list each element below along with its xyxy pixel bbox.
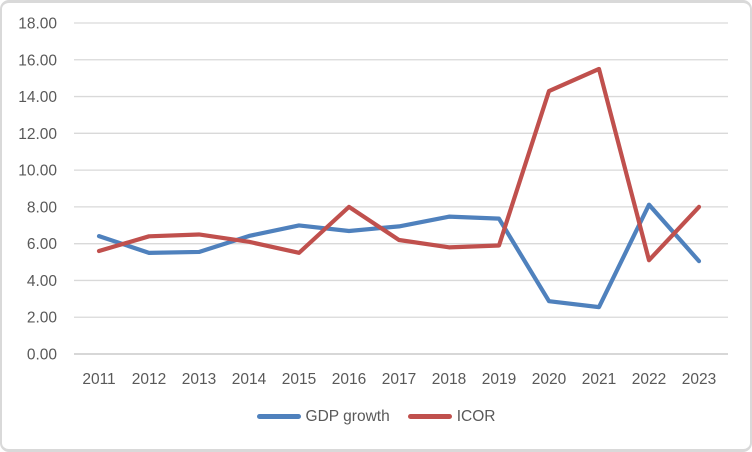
legend-label: GDP growth — [305, 408, 390, 425]
x-axis-tick-label: 2017 — [382, 371, 416, 388]
x-axis-tick-label: 2012 — [132, 371, 166, 388]
legend-item-icor: ICOR — [407, 406, 496, 427]
y-axis-tick-label: 12.00 — [18, 126, 57, 143]
chart-legend: GDP growth ICOR — [2, 406, 750, 427]
y-axis-tick-label: 6.00 — [27, 236, 58, 253]
legend-line-swatch-icon — [256, 414, 301, 419]
x-axis-tick-label: 2015 — [282, 371, 316, 388]
x-axis-tick-label: 2018 — [432, 371, 466, 388]
y-axis-tick-label: 0.00 — [27, 347, 58, 364]
y-axis-tick-label: 4.00 — [27, 273, 58, 290]
x-axis-tick-label: 2011 — [82, 371, 115, 388]
y-axis-tick-label: 10.00 — [18, 163, 57, 180]
x-axis-tick-label: 2014 — [232, 371, 267, 388]
y-axis-tick-label: 16.00 — [18, 52, 57, 69]
legend-label: ICOR — [456, 408, 496, 425]
legend-line-swatch-icon — [407, 414, 452, 419]
x-axis-tick-label: 2016 — [332, 371, 366, 388]
y-axis-tick-label: 14.00 — [18, 89, 57, 106]
legend-item-gdp-growth: GDP growth — [256, 406, 390, 427]
x-axis-tick-label: 2019 — [482, 371, 516, 388]
x-axis-tick-label: 2020 — [532, 371, 567, 388]
x-axis-tick-label: 2023 — [682, 371, 716, 388]
gdp-growth-series-line — [96, 202, 702, 310]
y-axis-tick-label: 8.00 — [27, 199, 58, 216]
x-axis-tick-label: 2022 — [632, 371, 666, 388]
y-axis-tick-label: 18.00 — [18, 16, 57, 33]
icor-series-line — [96, 66, 702, 263]
y-axis-tick-label: 2.00 — [27, 310, 58, 327]
x-axis-tick-label: 2013 — [182, 371, 216, 388]
x-axis-tick-label: 2021 — [582, 371, 616, 388]
